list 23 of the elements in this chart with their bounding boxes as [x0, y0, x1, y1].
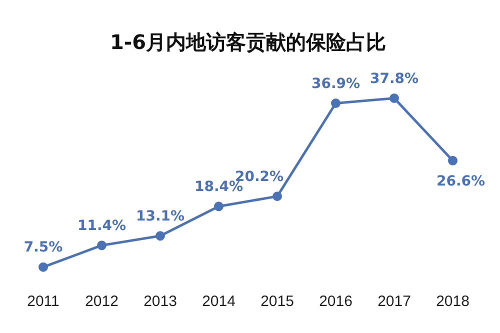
x-tick-label: 2017: [378, 293, 411, 310]
data-label: 37.8%: [370, 70, 419, 87]
point: [38, 262, 48, 272]
x-tick-label: 2015: [260, 293, 294, 310]
x-tick-label: 2012: [85, 293, 118, 310]
point: [331, 98, 340, 108]
x-tick-label: 2011: [27, 293, 60, 310]
point: [390, 94, 399, 104]
point: [97, 240, 106, 250]
x-tick-label: 2018: [436, 293, 470, 310]
data-label: 11.4%: [77, 218, 126, 234]
x-tick-label: 2016: [319, 293, 352, 310]
point: [272, 192, 282, 202]
point: [156, 231, 165, 241]
point: [448, 156, 458, 166]
point: [214, 202, 224, 212]
x-tick-label: 2013: [144, 293, 177, 310]
data-label: 36.9%: [311, 76, 360, 92]
chart-title: 1-6月内地访客贡献的保险占比: [110, 30, 386, 54]
data-label: 13.1%: [136, 208, 185, 225]
data-label: 26.6%: [436, 173, 486, 190]
x-tick-label: 2014: [202, 293, 236, 310]
data-label: 7.5%: [24, 240, 63, 256]
